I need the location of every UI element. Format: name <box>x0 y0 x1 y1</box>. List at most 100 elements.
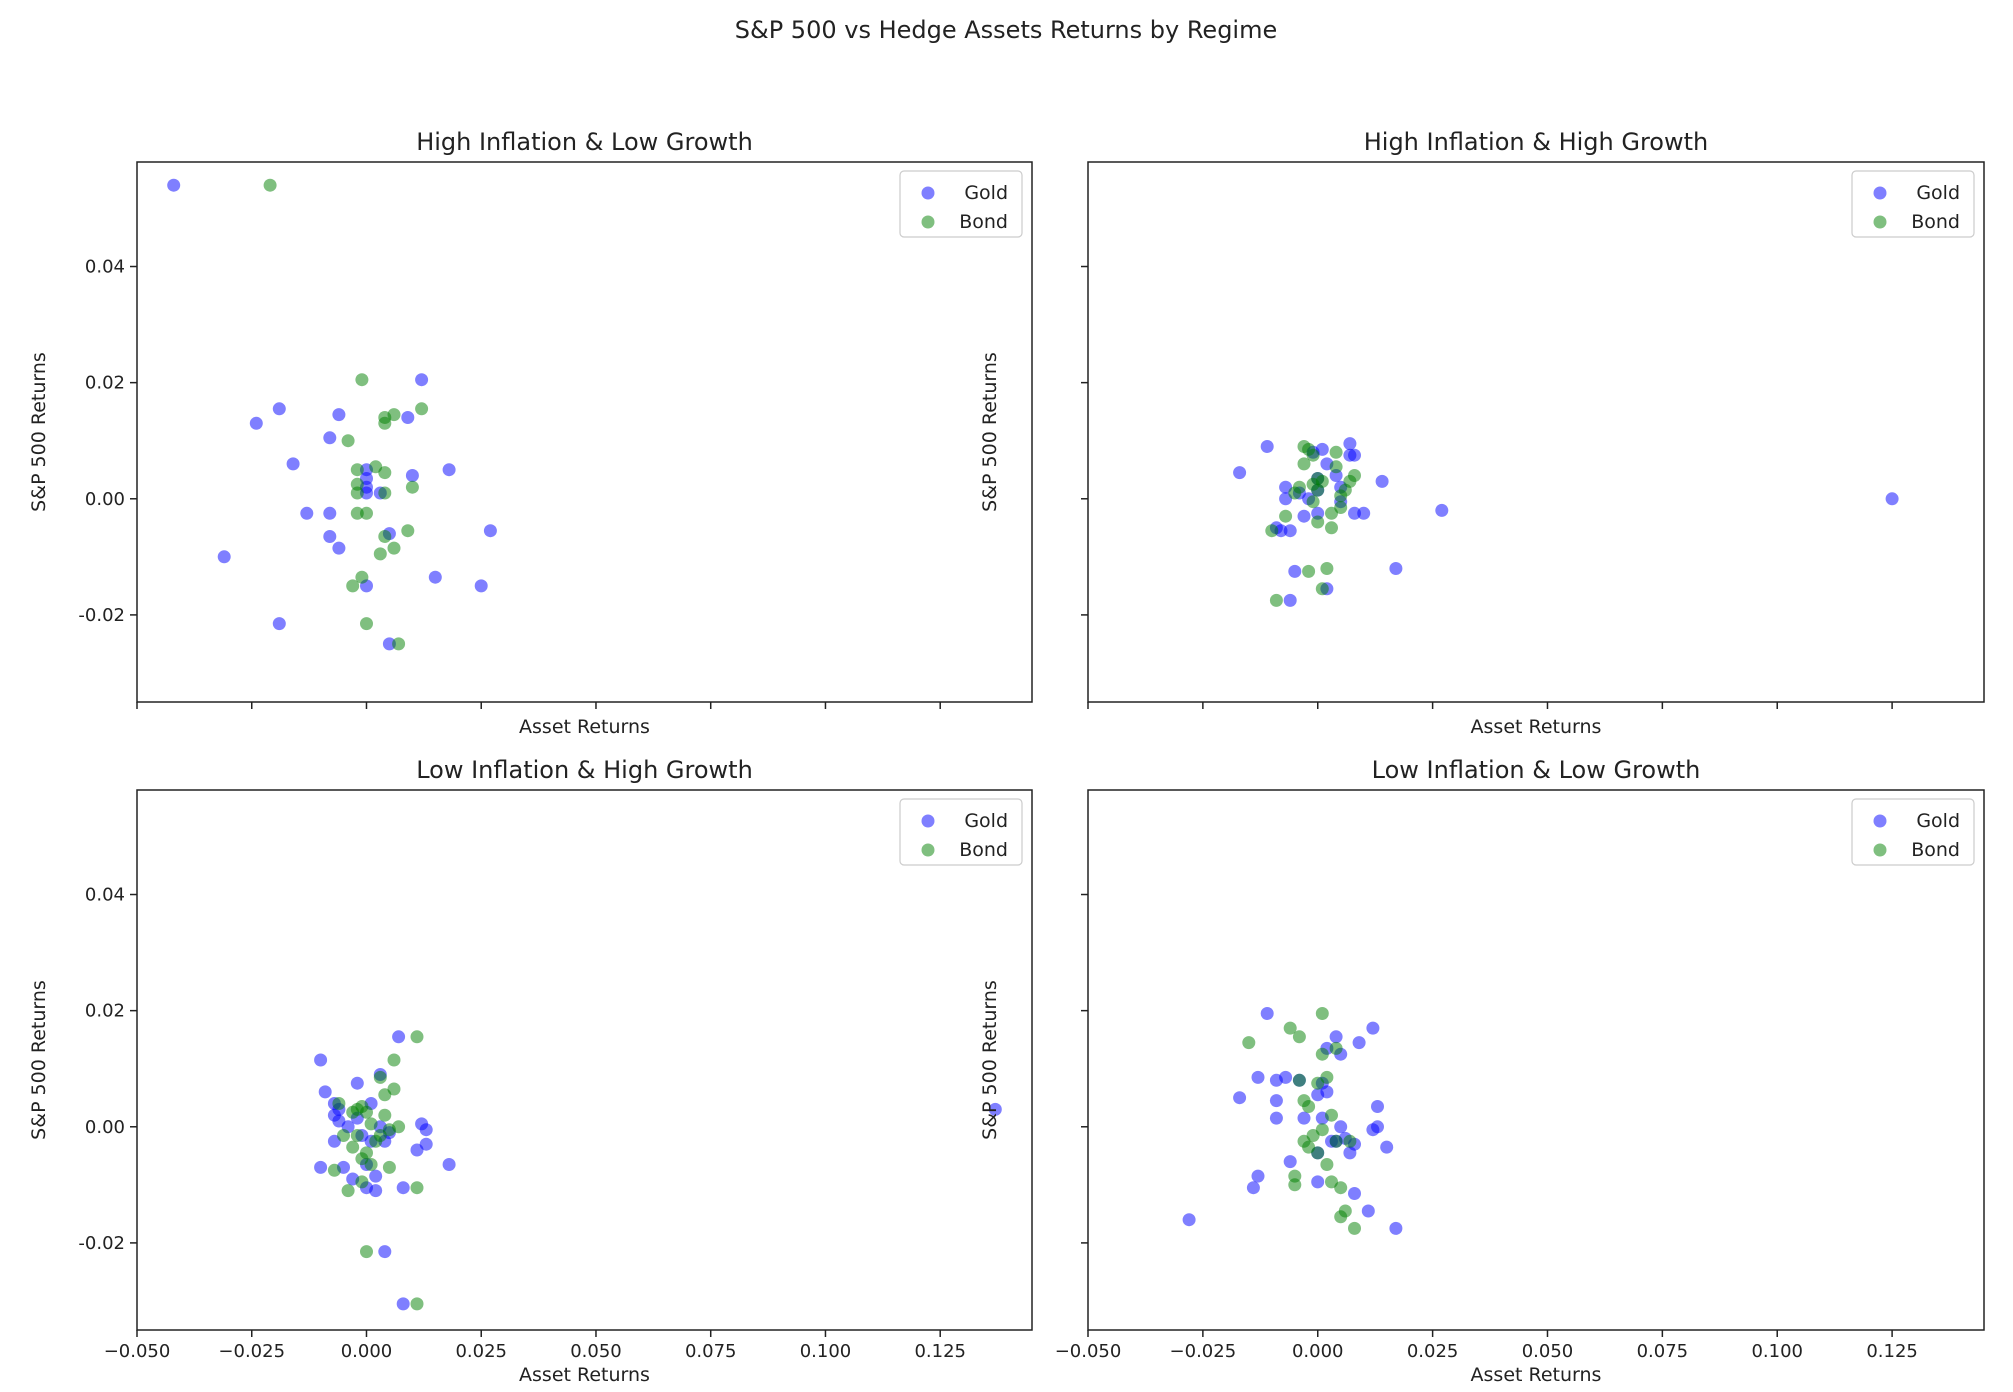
gold-point <box>988 1102 1002 1116</box>
bond-point <box>1315 1047 1329 1061</box>
x-tick-label: 0.050 <box>1522 1341 1574 1362</box>
legend-label-bond: Bond <box>1911 839 1960 861</box>
gold-point <box>369 1184 383 1198</box>
bond-point <box>1343 1134 1357 1148</box>
gold-point <box>1283 593 1297 607</box>
gold-point <box>1279 1070 1293 1084</box>
bond-point <box>1269 593 1283 607</box>
gold-point <box>1311 1175 1325 1189</box>
bond-point <box>387 541 401 555</box>
bond-point <box>350 1129 364 1142</box>
bond-point <box>1311 1146 1325 1160</box>
bond-point <box>1292 1073 1306 1087</box>
y-tick-label: 0.02 <box>85 1001 125 1022</box>
gold-point <box>1251 1169 1265 1183</box>
gold-legend-marker <box>921 186 935 200</box>
legend-label-gold: Gold <box>1916 810 1960 832</box>
bond-point <box>1329 1134 1343 1148</box>
gold-point <box>1334 1120 1348 1134</box>
gold-point <box>314 1160 328 1174</box>
legend-label-gold: Gold <box>964 182 1008 204</box>
bond-point <box>410 1030 424 1044</box>
bond-point <box>378 486 392 500</box>
gold-point <box>1366 1021 1380 1035</box>
bond-point <box>1329 460 1343 474</box>
gold-point <box>442 1158 456 1171</box>
bond-point <box>1334 1181 1348 1195</box>
x-tick-label: 0.125 <box>914 1341 966 1362</box>
data-points <box>314 1030 1002 1311</box>
gold-point <box>1251 1070 1265 1084</box>
data-points <box>1233 437 1899 607</box>
gold-point <box>1269 1094 1283 1108</box>
bond-point <box>337 1129 350 1142</box>
gold-point <box>442 463 456 477</box>
bond-point <box>350 463 364 477</box>
bond-point <box>1338 1204 1352 1218</box>
bond-point <box>1306 495 1320 509</box>
bond-point <box>1306 448 1320 462</box>
bond-point <box>1315 1007 1329 1020</box>
gold-point <box>396 1181 410 1195</box>
bond-point <box>378 530 392 543</box>
gold-point <box>1260 1007 1274 1020</box>
bond-point <box>378 1108 392 1122</box>
bond-point <box>1292 480 1306 494</box>
legend: Gold Bond <box>899 170 1023 238</box>
gold-point <box>1269 1111 1283 1125</box>
gold-point <box>323 530 337 543</box>
gold-point <box>1357 506 1371 520</box>
bond-point <box>355 1175 369 1189</box>
bond-point <box>373 547 387 561</box>
x-tick-label: 0.025 <box>455 1341 507 1362</box>
gold-point <box>1348 1187 1361 1200</box>
bond-point <box>401 524 415 538</box>
gold-point <box>1348 506 1361 520</box>
bond-point <box>1348 469 1361 482</box>
bond-point <box>350 506 364 520</box>
gold-point <box>314 1053 328 1067</box>
gold-point <box>1389 562 1403 575</box>
bond-point <box>1283 1021 1297 1035</box>
bond-point <box>1297 457 1311 471</box>
bond-point <box>1329 445 1343 459</box>
gold-point <box>378 1245 392 1259</box>
x-tick-label: 0.050 <box>570 1341 622 1362</box>
x-tick-label: 0.025 <box>1407 1341 1459 1362</box>
y-axis-label: S&P 500 Returns <box>979 352 1001 512</box>
gold-point <box>217 550 231 564</box>
bond-point <box>360 1146 373 1160</box>
x-tick-label: 0.100 <box>1751 1341 1803 1362</box>
gold-point <box>272 617 286 631</box>
gold-point <box>401 411 415 424</box>
gold-point <box>1182 1213 1196 1227</box>
gold-point <box>318 1085 332 1099</box>
gold-point <box>382 637 396 651</box>
bond-point <box>382 1160 396 1174</box>
gold-point <box>1371 1120 1384 1134</box>
gold-point <box>360 486 373 500</box>
gold-point <box>249 416 263 430</box>
bond-point <box>364 1117 378 1131</box>
bond-point <box>378 416 392 430</box>
bond-legend-marker <box>1873 843 1887 857</box>
bond-point <box>1288 1178 1302 1192</box>
gold-point <box>1297 509 1311 523</box>
bond-point <box>341 434 355 448</box>
gold-point <box>415 373 429 387</box>
plot-area-frame <box>136 789 1033 1331</box>
legend-label-bond: Bond <box>959 211 1008 233</box>
bond-point <box>392 1120 406 1134</box>
bond-point <box>327 1163 341 1177</box>
gold-point <box>1361 1204 1375 1218</box>
x-tick-label: −0.050 <box>1055 1341 1122 1362</box>
subplot-title: Low Inflation & Low Growth <box>1372 756 1701 784</box>
legend-label-bond: Bond <box>959 839 1008 861</box>
gold-point <box>1233 466 1247 480</box>
bond-point <box>373 1070 387 1084</box>
bond-point <box>1315 582 1329 596</box>
bond-point <box>1320 1070 1334 1084</box>
gold-point <box>419 1123 433 1137</box>
subplot-2: High Inflation & High Growth Asset Return… <box>979 128 1985 738</box>
